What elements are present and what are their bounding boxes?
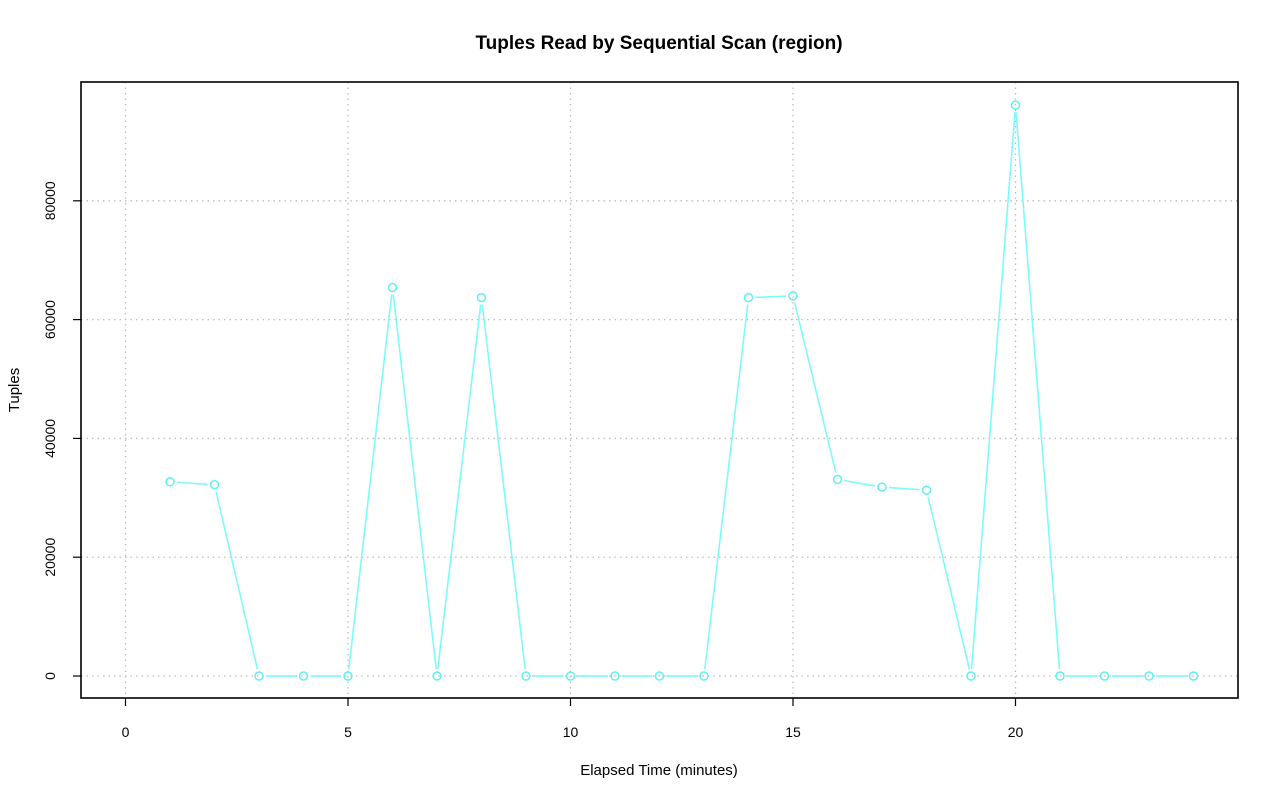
y-tick-label: 60000 <box>42 300 58 339</box>
series-segment <box>392 294 437 670</box>
x-axis-label: Elapsed Time (minutes) <box>580 762 738 779</box>
y-tick-label: 80000 <box>42 181 58 220</box>
series-segment <box>176 481 208 486</box>
data-point <box>298 671 309 681</box>
data-point <box>610 671 620 681</box>
data-point <box>1055 671 1065 681</box>
series-segment <box>970 112 1016 670</box>
x-tick-label: 15 <box>785 724 801 740</box>
data-point <box>254 671 264 681</box>
data-point <box>788 291 798 301</box>
x-tick-label: 0 <box>122 724 130 740</box>
series-segment <box>793 302 837 473</box>
y-tick-label: 40000 <box>42 419 58 458</box>
data-point <box>565 671 576 681</box>
series-segment <box>888 486 920 491</box>
data-point <box>1188 671 1199 681</box>
series-segment <box>755 295 787 299</box>
series-segment <box>348 294 393 670</box>
series-segment <box>844 479 876 487</box>
data-point <box>209 479 220 490</box>
data-point <box>1144 671 1154 681</box>
data-point <box>165 477 175 487</box>
x-tick-label: 10 <box>563 724 579 740</box>
series-segment <box>1015 112 1061 670</box>
data-point <box>1099 671 1110 681</box>
chart-title: Tuples Read by Sequential Scan (region) <box>475 33 842 54</box>
series-segment <box>215 491 259 670</box>
grid-lines <box>81 82 1238 698</box>
series-segment <box>927 496 971 670</box>
data-point <box>832 474 843 485</box>
data-point <box>743 292 754 303</box>
data-point <box>343 671 353 681</box>
data-point <box>966 671 976 681</box>
y-axis: 0 20000 40000 60000 80000 <box>42 181 81 680</box>
data-point <box>432 671 442 681</box>
x-tick-label: 5 <box>344 724 352 740</box>
data-point <box>654 671 665 681</box>
x-axis: 0 5 10 15 20 <box>122 698 1024 740</box>
series-segment <box>437 304 482 670</box>
data-point <box>921 485 932 495</box>
data-point <box>476 292 487 303</box>
series-segment <box>481 304 526 670</box>
y-axis-label: Tuples <box>6 368 23 412</box>
y-tick-label: 20000 <box>42 538 58 577</box>
series-segment <box>704 304 749 670</box>
x-tick-label: 20 <box>1008 724 1024 740</box>
series-line-group <box>176 112 1187 677</box>
data-point <box>699 671 709 681</box>
plot-frame <box>80 81 1239 699</box>
data-points <box>165 100 1199 681</box>
data-point <box>877 482 887 492</box>
y-tick-label: 0 <box>42 672 58 680</box>
data-point <box>1010 100 1021 110</box>
data-point <box>521 671 531 681</box>
data-point <box>387 282 398 293</box>
